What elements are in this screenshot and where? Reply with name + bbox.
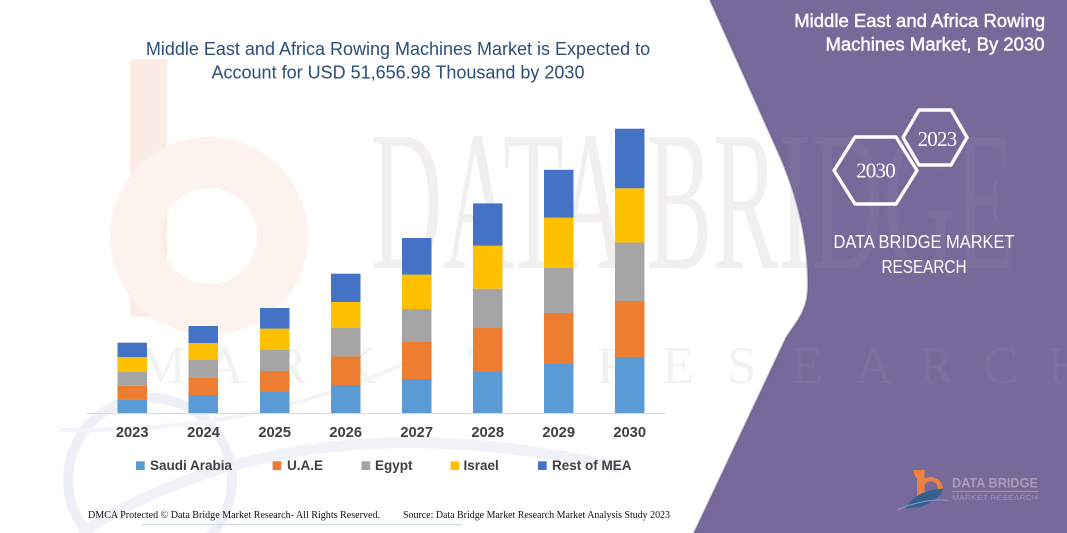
svg-text:Source: Data Bridge Market Res: Source: Data Bridge Market Research Mark… <box>403 509 670 521</box>
svg-text:2026: 2026 <box>329 425 362 441</box>
svg-text:2028: 2028 <box>471 425 504 441</box>
svg-text:Israel: Israel <box>464 458 499 473</box>
svg-text:2023: 2023 <box>116 425 149 441</box>
svg-text:Egypt: Egypt <box>375 458 413 473</box>
svg-text:2027: 2027 <box>400 425 433 441</box>
svg-text:DMCA Protected © Data Bridge M: DMCA Protected © Data Bridge Market Rese… <box>88 509 380 521</box>
svg-text:2030: 2030 <box>856 159 895 183</box>
svg-text:DATA BRIDGE: DATA BRIDGE <box>952 475 1038 491</box>
svg-text:U.A.E: U.A.E <box>287 458 323 473</box>
svg-text:Saudi Arabia: Saudi Arabia <box>150 458 233 473</box>
svg-text:Rest of MEA: Rest of MEA <box>552 458 632 473</box>
svg-text:MARKET RESEARCH: MARKET RESEARCH <box>952 493 1038 502</box>
svg-text:Machines Market, By 2030: Machines Market, By 2030 <box>825 33 1044 54</box>
svg-text:2025: 2025 <box>258 425 291 441</box>
svg-text:DATA BRIDGE MARKET: DATA BRIDGE MARKET <box>834 231 1015 252</box>
svg-text:Account for USD 51,656.98 Tho: Account for USD 51,656.98 Thousand by 20… <box>212 63 585 83</box>
svg-text:2030: 2030 <box>613 425 646 441</box>
svg-text:2024: 2024 <box>187 425 221 441</box>
svg-text:2023: 2023 <box>918 127 957 151</box>
svg-text:Middle East and Africa Rowing: Middle East and Africa Rowing Machines M… <box>146 39 650 59</box>
svg-text:RESEARCH: RESEARCH <box>882 256 967 277</box>
svg-text:Middle East and Africa Rowing: Middle East and Africa Rowing <box>794 10 1045 31</box>
svg-text:2029: 2029 <box>542 425 575 441</box>
